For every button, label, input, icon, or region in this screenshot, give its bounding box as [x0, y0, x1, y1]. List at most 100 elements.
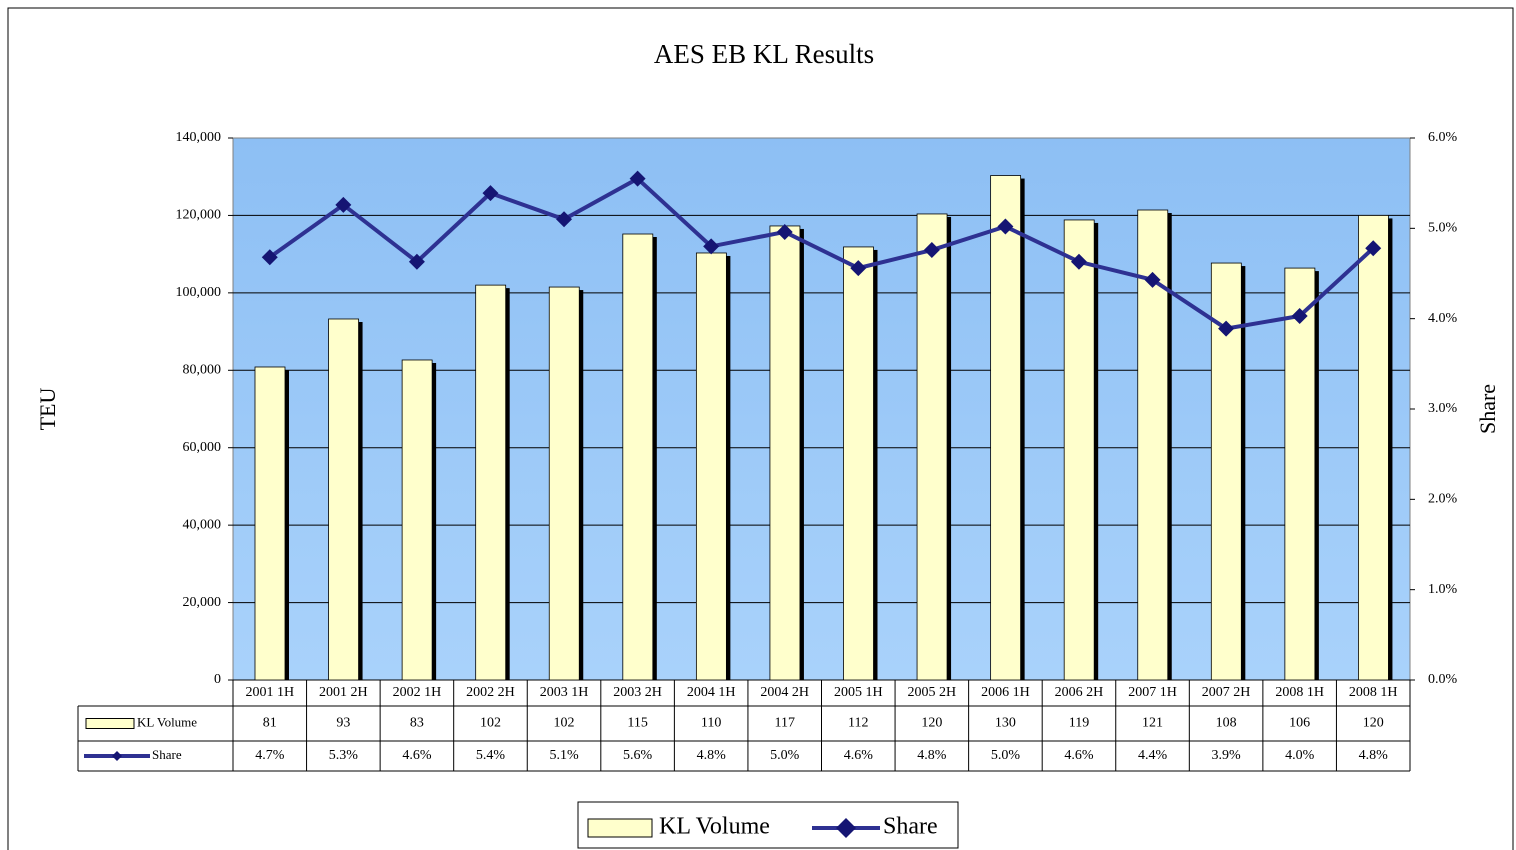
marker	[1218, 320, 1235, 337]
table-value-label: 81	[263, 716, 277, 731]
marker	[261, 249, 278, 266]
table-value-label: 108	[1216, 716, 1237, 731]
x-tick-label: 2007 2H	[1202, 685, 1251, 700]
marker	[629, 170, 646, 187]
bar	[916, 213, 948, 681]
bar	[401, 359, 433, 681]
y2-tick-label: 6.0%	[1428, 130, 1458, 145]
x-tick-label: 2005 1H	[834, 685, 883, 700]
marker	[997, 218, 1014, 235]
x-tick-label: 2003 1H	[540, 685, 589, 700]
legend-label: Share	[883, 814, 938, 840]
bar	[843, 246, 874, 681]
table-value-label: 106	[1289, 716, 1310, 731]
table-value-label: 3.9%	[1212, 748, 1242, 763]
marker	[335, 196, 352, 213]
marker	[408, 253, 425, 270]
table-value-label: 4.8%	[917, 748, 947, 763]
bar	[769, 225, 801, 681]
marker	[923, 242, 940, 259]
y-tick-label: 120,000	[176, 208, 222, 223]
table-value-label: 4.6%	[844, 748, 874, 763]
x-tick-label: 2006 2H	[1055, 685, 1104, 700]
x-tick-label: 2004 1H	[687, 685, 736, 700]
table-value-label: 5.3%	[329, 748, 359, 763]
marker	[1144, 271, 1161, 288]
y-tick-label: 100,000	[176, 285, 222, 300]
marker	[556, 211, 573, 228]
y2-tick-label: 1.0%	[1428, 582, 1458, 597]
bar	[475, 284, 507, 681]
chart-border	[7, 7, 1514, 850]
table-value-label: 4.7%	[255, 748, 285, 763]
bar	[254, 366, 286, 681]
chart-title: AES EB KL Results	[654, 39, 874, 69]
x-tick-label: 2008 1H	[1275, 685, 1324, 700]
x-tick-label: 2007 1H	[1128, 685, 1177, 700]
legend-label: KL Volume	[659, 814, 770, 840]
table-value-label: 120	[1363, 716, 1384, 731]
bar	[1284, 267, 1316, 681]
legend-key	[587, 818, 653, 838]
table-value-label: 4.0%	[1285, 748, 1315, 763]
table-value-label: 5.0%	[770, 748, 800, 763]
x-tick-label: 2001 1H	[245, 685, 294, 700]
y-tick-label: 80,000	[183, 363, 222, 378]
bar	[622, 233, 654, 681]
table-value-label: 112	[848, 716, 868, 731]
x-tick-label: 2004 2H	[760, 685, 809, 700]
table-value-label: 5.1%	[549, 748, 579, 763]
table-value-label: 4.6%	[402, 748, 432, 763]
x-tick-label: 2003 2H	[613, 685, 662, 700]
y-tick-label: 140,000	[176, 130, 222, 145]
table-row-label: KL Volume	[137, 714, 197, 729]
table-value-label: 120	[921, 716, 942, 731]
marker	[703, 238, 720, 255]
y-axis-title: TEU	[35, 388, 60, 431]
table-value-label: 119	[1069, 716, 1089, 731]
bar	[1358, 215, 1389, 681]
table-value-label: 93	[336, 716, 350, 731]
line	[268, 176, 1375, 331]
table-value-label: 115	[627, 716, 647, 731]
marker	[1070, 253, 1087, 270]
table-value-label: 4.4%	[1138, 748, 1168, 763]
marker	[776, 223, 793, 240]
table-value-label: 4.8%	[1359, 748, 1389, 763]
table-value-label: 117	[774, 716, 794, 731]
y-tick-label: 20,000	[183, 595, 222, 610]
y2-tick-label: 2.0%	[1428, 492, 1458, 507]
x-tick-label: 2006 1H	[981, 685, 1030, 700]
table-row-label: Share	[152, 747, 182, 762]
table-value-label: 130	[995, 716, 1016, 731]
x-tick-label: 2005 2H	[908, 685, 957, 700]
table-value-label: 5.6%	[623, 748, 653, 763]
table-key-marker	[112, 751, 122, 761]
x-tick-label: 2001 2H	[319, 685, 368, 700]
y2-tick-label: 5.0%	[1428, 221, 1458, 236]
legend-key-marker	[836, 818, 856, 838]
y-tick-label: 0	[214, 672, 221, 687]
x-tick-label: 2002 2H	[466, 685, 515, 700]
table-value-label: 5.4%	[476, 748, 506, 763]
table-value-label: 121	[1142, 716, 1163, 731]
y-tick-label: 40,000	[183, 517, 222, 532]
y2-axis-title: Share	[1475, 384, 1500, 434]
y2-tick-label: 4.0%	[1428, 311, 1458, 326]
marker	[1365, 240, 1382, 257]
bar	[328, 318, 359, 681]
x-tick-label: 2002 1H	[393, 685, 442, 700]
table-key	[85, 718, 135, 729]
marker	[1291, 307, 1308, 324]
marker	[850, 260, 867, 277]
marker	[482, 185, 499, 202]
table-value-label: 83	[410, 716, 424, 731]
bar	[548, 286, 580, 681]
bar	[695, 252, 727, 681]
x-tick-label: 2008 1H	[1349, 685, 1398, 700]
table-value-label: 5.0%	[991, 748, 1021, 763]
table-value-label: 4.6%	[1064, 748, 1094, 763]
table-value-label: 102	[480, 716, 501, 731]
table-value-label: 102	[554, 716, 575, 731]
